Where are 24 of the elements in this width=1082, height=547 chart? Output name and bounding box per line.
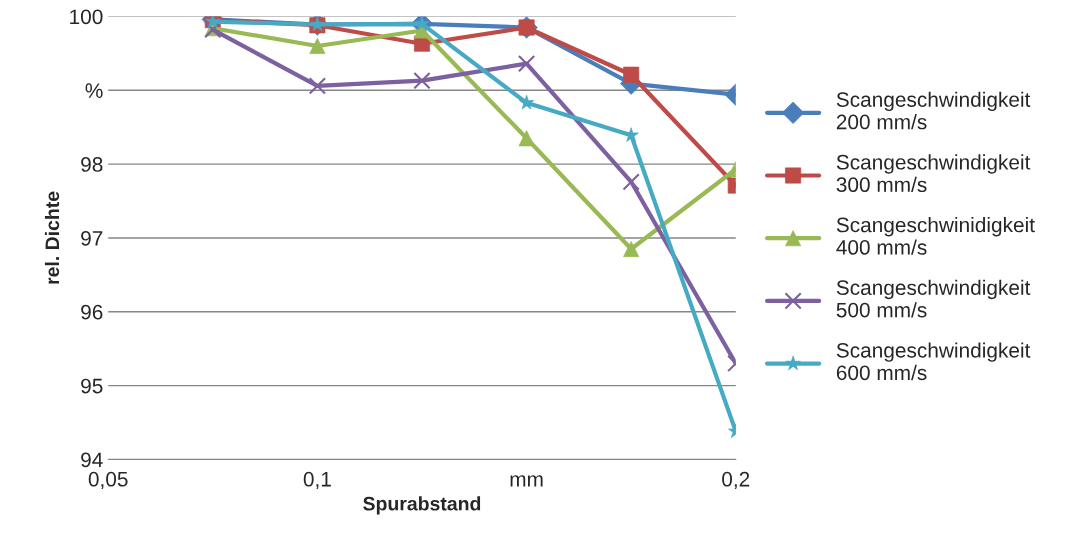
x-tick-label: 0,05 [88, 471, 128, 490]
x-tick-label: 0,1 [303, 471, 331, 490]
point [517, 54, 536, 73]
legend-label: Scangeschwinidigkeit 400 mm/s [836, 217, 1035, 255]
y-tick-label: 97 [81, 230, 103, 246]
y-tick-label: 100 [70, 9, 103, 25]
x-axis-title: Spurabstand [363, 496, 481, 515]
y-tick-label: 95 [81, 378, 103, 394]
y-tick-label: 94 [81, 452, 103, 468]
y-axis-title: rel. Dichte [44, 191, 60, 284]
point [622, 173, 640, 191]
x-tick-label: mm [510, 475, 543, 487]
x-tick-label: 0,2 [722, 471, 750, 490]
y-tick-label: % [85, 83, 103, 98]
point [308, 77, 327, 95]
point [518, 130, 535, 147]
legend-label: Scangeschwindigkeit 500 mm/s [836, 279, 1031, 318]
legend-label: Scangeschwindigkeit 300 mm/s [836, 154, 1031, 193]
y-tick-label: 96 [81, 304, 103, 320]
legend-label: Scangeschwindigkeit 600 mm/s [836, 342, 1031, 381]
y-tick-label: 98 [81, 157, 103, 172]
point [623, 241, 640, 258]
legend-label: Scangeschwindigkeit 200 mm/s [836, 91, 1031, 130]
point [413, 71, 431, 90]
